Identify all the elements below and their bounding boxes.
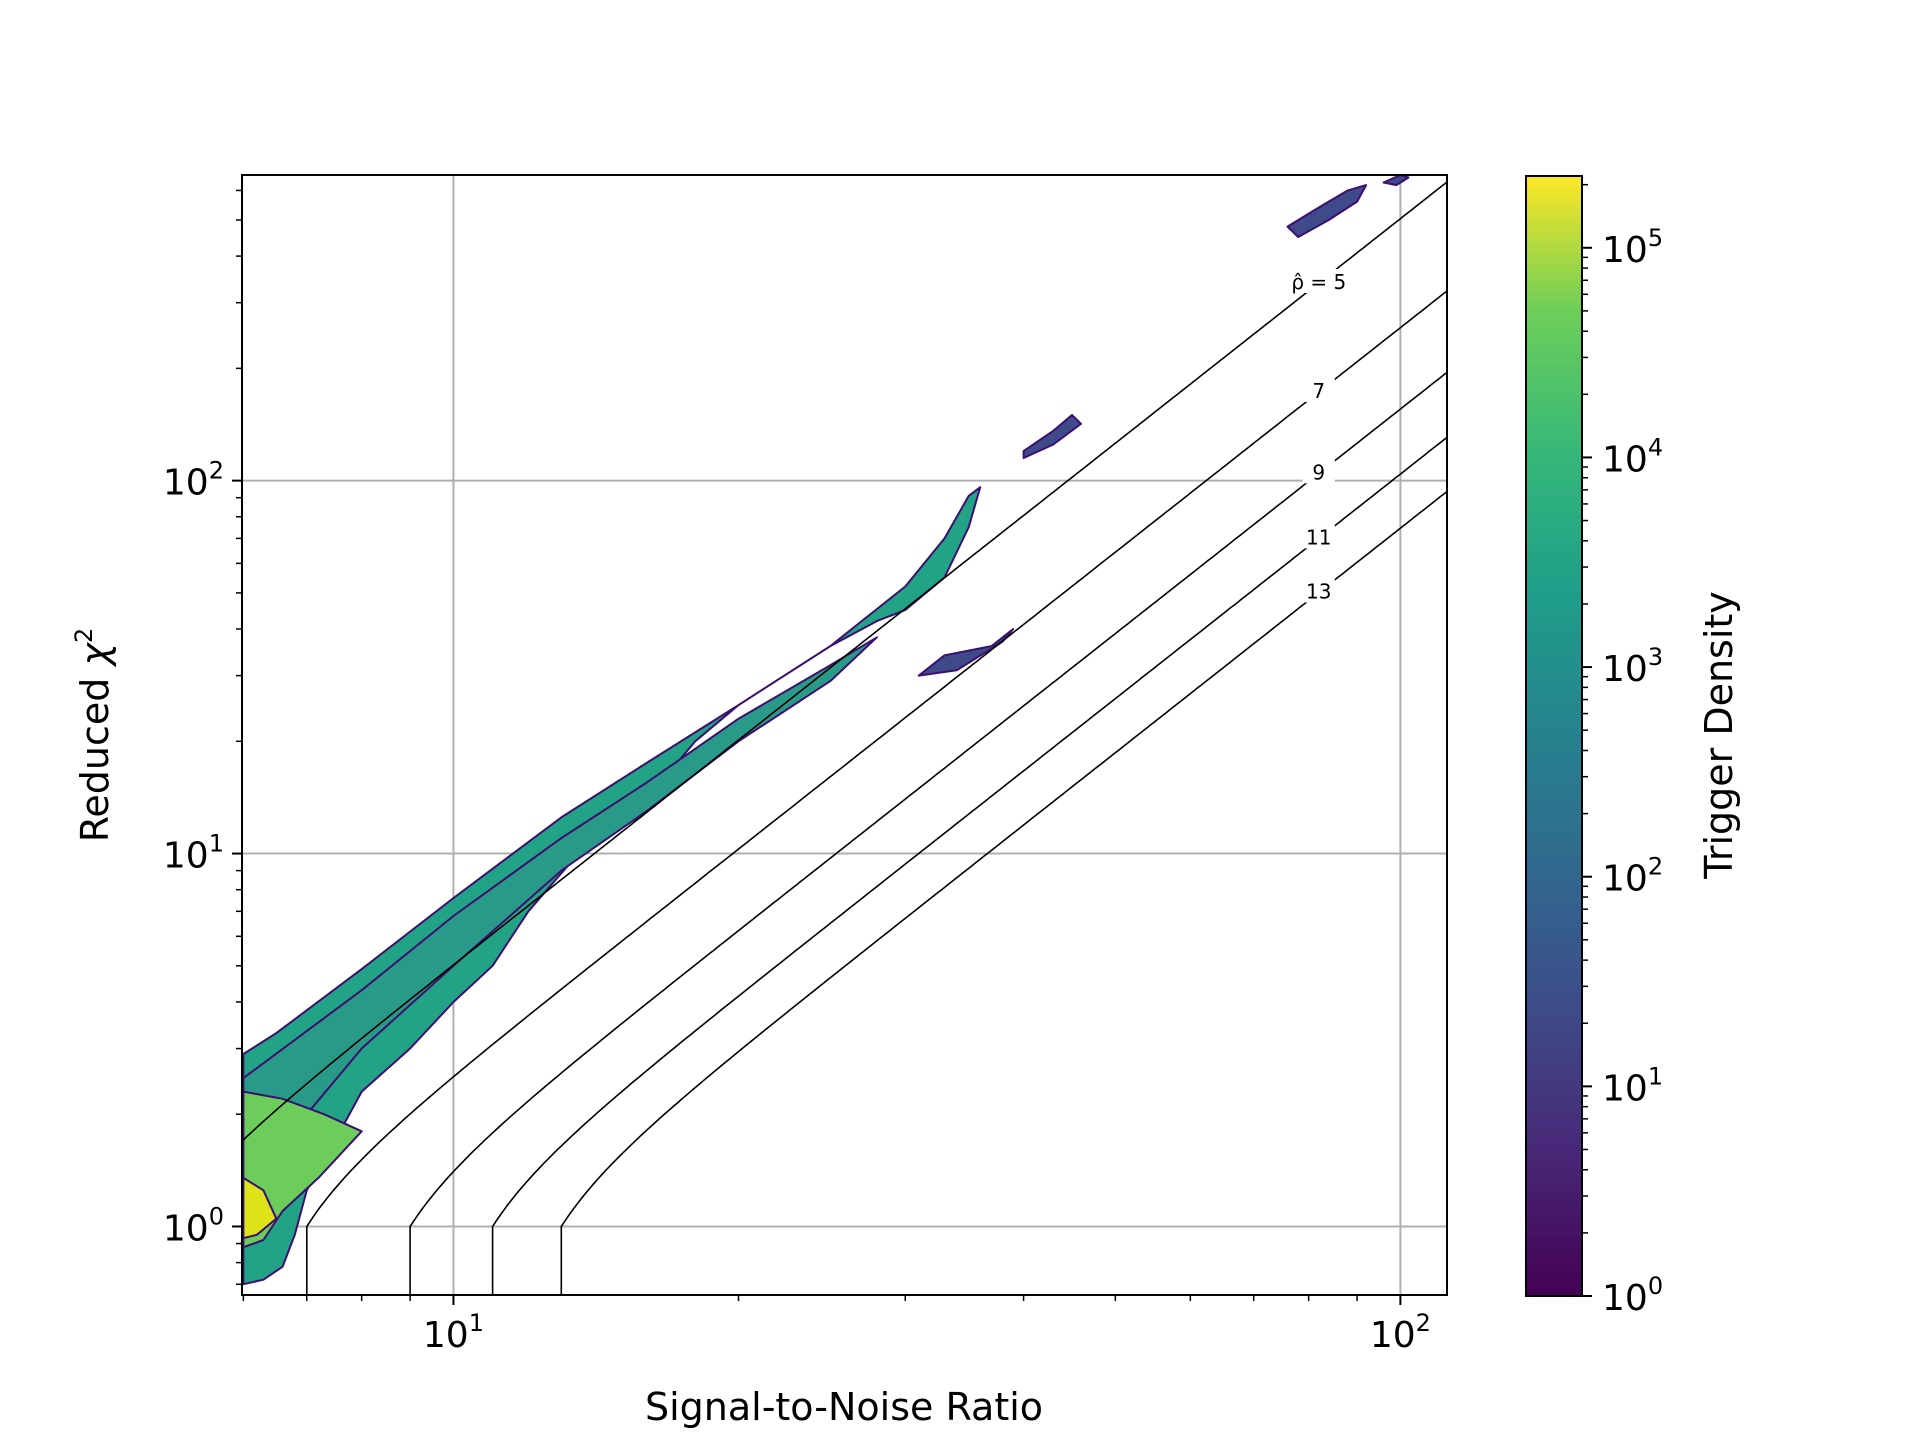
density-peak-density: [242, 1176, 278, 1240]
density-high-density-tail: [242, 1090, 363, 1249]
y-axis-label-text: Reduced: [73, 666, 117, 843]
density-sparse-island-2: [1022, 414, 1082, 459]
density-sparse-island-1: [917, 628, 1015, 677]
density-sparse-island-4: [1382, 175, 1410, 187]
y-axis-label: Reduced χ2: [70, 628, 117, 843]
colorbar-tick-label-1: 101: [1602, 1062, 1663, 1109]
y-tick-label-0: 100: [163, 1202, 224, 1249]
colorbar-tick-label-4: 104: [1602, 433, 1663, 480]
colorbar-ticks: 100 101 102 103 104 105: [1582, 183, 1663, 1319]
contour-label-bg-11: [1302, 524, 1335, 549]
y-axis-label-symbol: χ: [73, 642, 117, 668]
colorbar-tick-label-2: 102: [1602, 853, 1663, 900]
contour-rho-11: [491, 436, 1447, 1295]
y-axis-label-sup: 2: [70, 628, 98, 643]
colorbar-tick-label-0: 100: [1602, 1272, 1663, 1319]
contour-label-rho-7: 7: [1312, 379, 1325, 403]
contour-label-rho-13: 13: [1306, 579, 1331, 603]
plot-frame: [241, 174, 1448, 1296]
contour-rho-9: [409, 371, 1447, 1295]
colorbar-tick-label-5: 105: [1602, 224, 1663, 271]
x-tick-label-1: 102: [1370, 1309, 1431, 1356]
contour-label-bg-5: [1284, 268, 1353, 293]
contour-label-rho-5: ρ̂ = 5: [1291, 270, 1346, 294]
x-axis-ticks: 101 102: [242, 1295, 1431, 1356]
contour-rho-13: [560, 490, 1447, 1295]
y-tick-label-1: 101: [163, 830, 224, 877]
contour-label-bg-13: [1302, 578, 1335, 603]
contour-label-rho-9: 9: [1312, 460, 1325, 484]
density-sparse-island-3: [1286, 184, 1368, 238]
density-hexbins: [242, 175, 1410, 1286]
contour-rho-5: [242, 181, 1447, 1142]
contour-rho-7: [306, 290, 1447, 1295]
contour-label-bg-9: [1302, 459, 1335, 484]
x-axis-label: Signal-to-Noise Ratio: [645, 1385, 1043, 1429]
grid-lines: [242, 175, 1447, 1295]
colorbar: [1525, 175, 1583, 1297]
y-axis-ticks: 100 101 102: [163, 189, 242, 1285]
colorbar-tick-label-3: 103: [1602, 643, 1663, 690]
colorbar-label: Trigger Density: [1697, 591, 1741, 880]
y-tick-label-2: 102: [163, 457, 224, 504]
contour-label-bg-7: [1302, 377, 1335, 402]
contour-label-rho-11: 11: [1306, 525, 1331, 549]
contour-labels: ρ̂ = 5 7 9 11 13: [1284, 268, 1353, 603]
rho-contours: [242, 181, 1447, 1295]
x-tick-label-0: 101: [423, 1309, 484, 1356]
